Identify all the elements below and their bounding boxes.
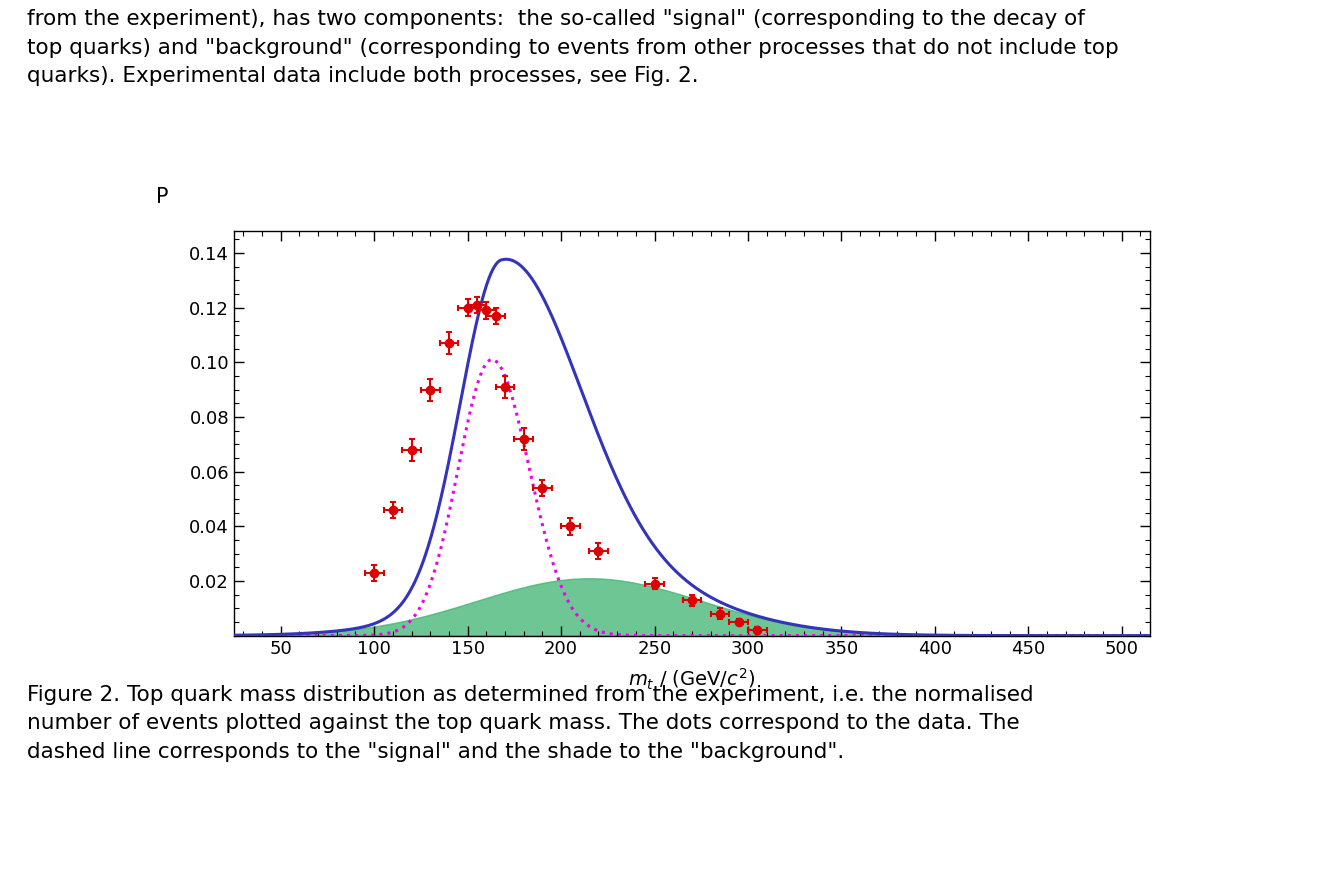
Text: from the experiment), has two components:  the so-called "signal" (corresponding: from the experiment), has two components… bbox=[27, 9, 1119, 86]
Text: P: P bbox=[156, 187, 168, 207]
Text: Figure 2. Top quark mass distribution as determined from the experiment, i.e. th: Figure 2. Top quark mass distribution as… bbox=[27, 685, 1034, 762]
X-axis label: $m_{t}$ / (GeV/$c^{2}$): $m_{t}$ / (GeV/$c^{2}$) bbox=[628, 667, 755, 692]
